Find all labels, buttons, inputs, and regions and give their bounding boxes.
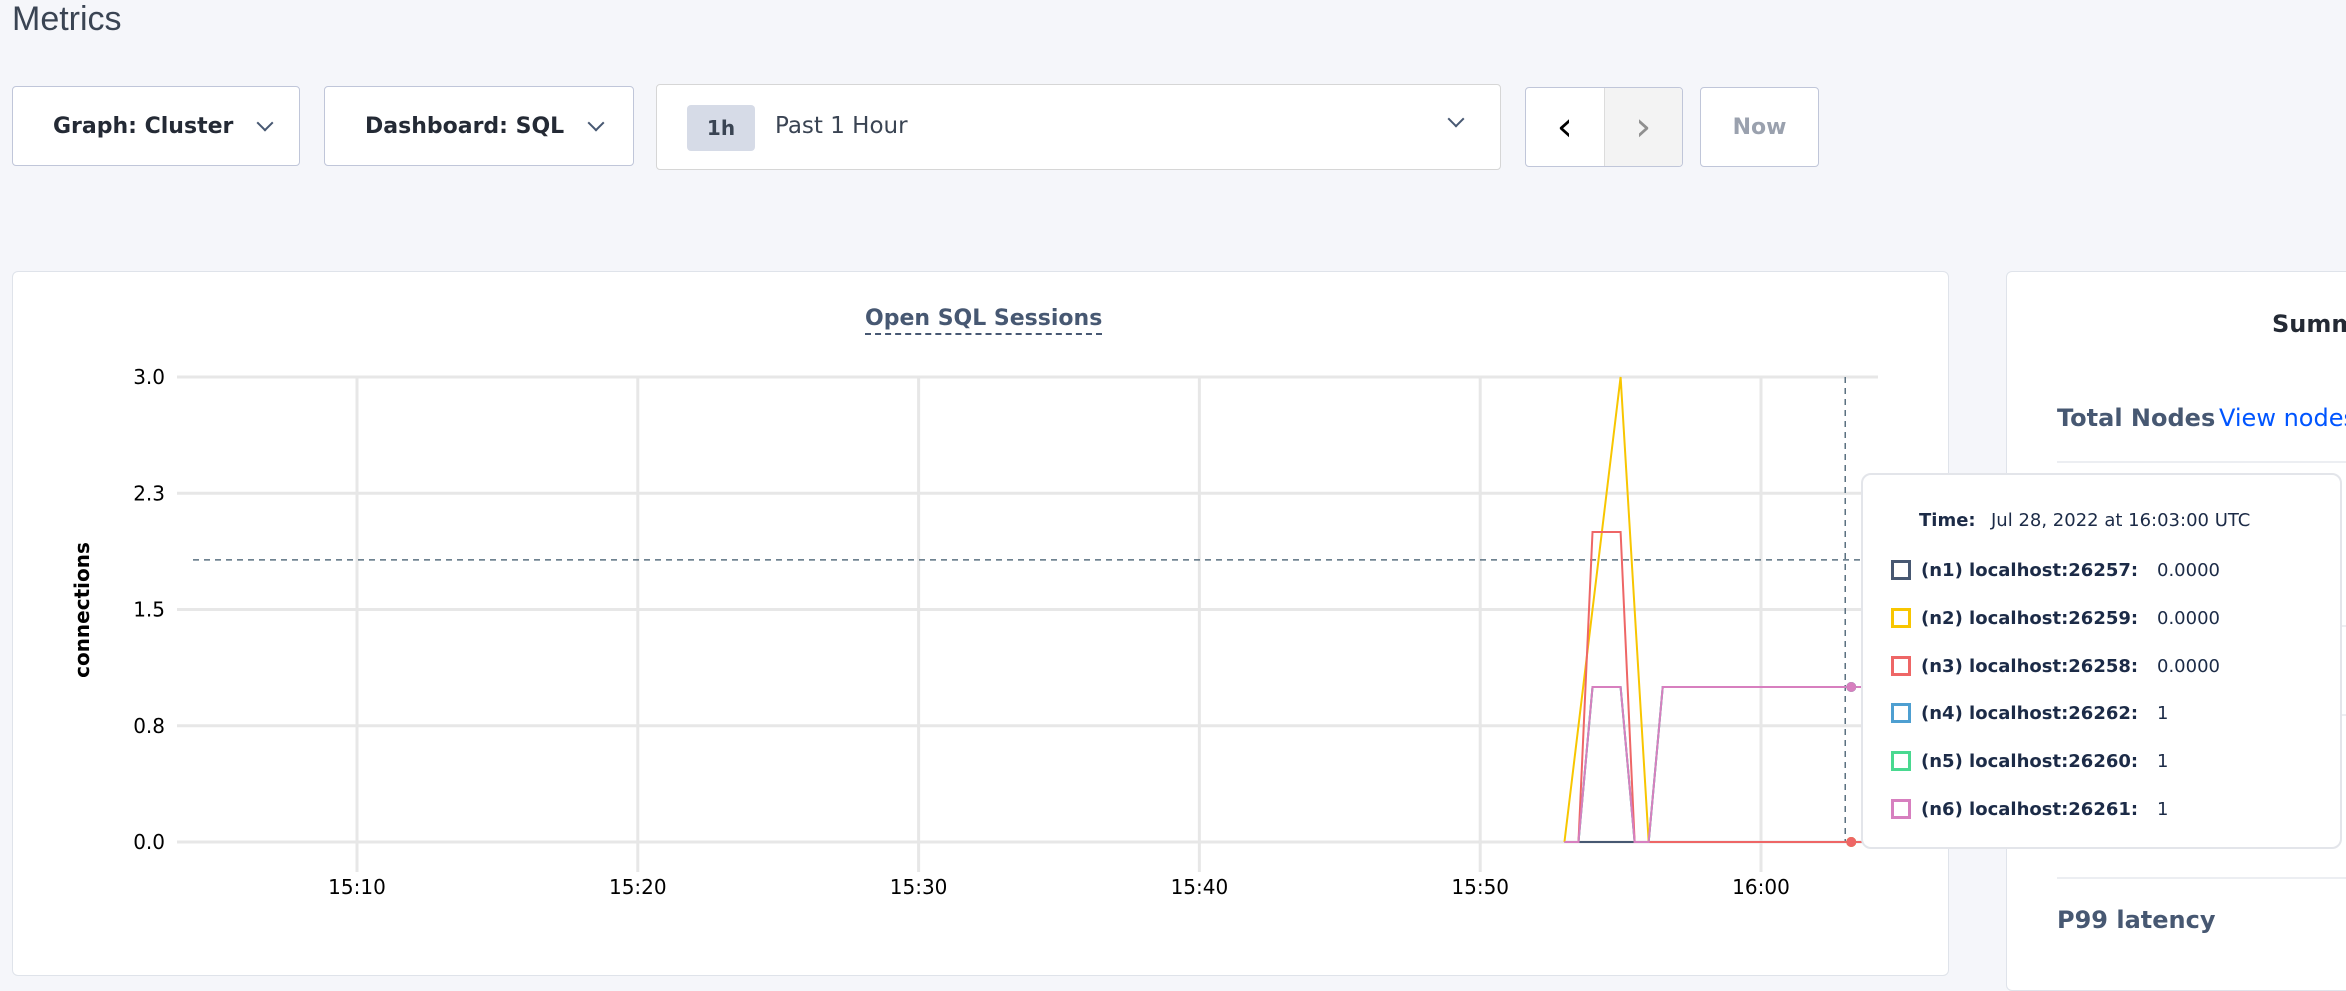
- tooltip-series-name: (n3) localhost:26258:: [1921, 655, 2139, 677]
- legend-swatch-icon: [1891, 751, 1911, 771]
- chevron-left-icon: ‹: [1556, 104, 1573, 150]
- chart-tooltip: Time: Jul 28, 2022 at 16:03:00 UTC (n1) …: [1861, 473, 2342, 849]
- tooltip-series-name: (n2) localhost:26259:: [1921, 607, 2139, 629]
- tooltip-series-name: (n4) localhost:26262:: [1921, 702, 2139, 724]
- tooltip-row: (n4) localhost:26262: 1: [1891, 701, 2168, 725]
- page-title: Metrics: [12, 0, 122, 38]
- dashboard-select-label: Dashboard: SQL: [365, 113, 565, 139]
- legend-swatch-icon: [1891, 656, 1911, 676]
- tooltip-series-value: 1: [2157, 750, 2169, 772]
- x-tick-label: 16:00: [1732, 875, 1790, 899]
- view-nodes-link[interactable]: View nodes: [2219, 404, 2346, 432]
- tooltip-time-label: Time:: [1919, 510, 1976, 531]
- previous-time-button[interactable]: ‹: [1526, 88, 1604, 166]
- y-tick-label: 0.0: [133, 830, 165, 854]
- total-nodes-label: Total Nodes: [2057, 404, 2216, 432]
- next-time-button[interactable]: ›: [1603, 88, 1682, 166]
- time-navigation: ‹ ›: [1525, 87, 1683, 167]
- tooltip-series-value: 0.0000: [2157, 655, 2220, 677]
- hover-point: [1846, 837, 1857, 847]
- x-tick-label: 15:10: [328, 875, 386, 899]
- time-range-select[interactable]: 1h Past 1 Hour: [656, 84, 1501, 170]
- chart[interactable]: 0.0 0.8 1.5 2.3 3.0 15:10 15:20 15:30 15:40 15:50…: [0, 0, 1948, 978]
- legend-swatch-icon: [1891, 608, 1911, 628]
- series-line: [1564, 686, 1864, 843]
- tooltip-row: (n1) localhost:26257: 0.0000: [1891, 558, 2220, 582]
- series-line: [1564, 686, 1864, 843]
- hover-point: [1846, 682, 1857, 692]
- tooltip-series-value: 1: [2157, 798, 2169, 820]
- tooltip-time-value: Jul 28, 2022 at 16:03:00 UTC: [1991, 510, 2251, 531]
- y-tick-label: 2.3: [133, 481, 165, 505]
- tooltip-series-value: 0.0000: [2157, 607, 2220, 629]
- graph-select[interactable]: Graph: Cluster: [12, 86, 300, 166]
- y-tick-label: 0.8: [133, 714, 165, 738]
- legend-swatch-icon: [1891, 703, 1911, 723]
- series-line: [1564, 686, 1864, 843]
- chart-panel: [12, 271, 1949, 976]
- y-tick-label: 1.5: [133, 598, 165, 622]
- x-tick-label: 15:30: [890, 875, 948, 899]
- divider: [2057, 461, 2346, 463]
- time-range-label: Past 1 Hour: [775, 113, 908, 139]
- tooltip-row: (n6) localhost:26261: 1: [1891, 797, 2168, 821]
- tooltip-row: (n5) localhost:26260: 1: [1891, 749, 2168, 773]
- y-tick-label: 3.0: [133, 365, 165, 389]
- tooltip-series-value: 1: [2157, 702, 2169, 724]
- tooltip-series-value: 0.0000: [2157, 559, 2220, 581]
- x-tick-label: 15:50: [1451, 875, 1509, 899]
- graph-select-label: Graph: Cluster: [53, 113, 234, 139]
- chevron-right-icon: ›: [1635, 104, 1652, 150]
- tooltip-row: (n2) localhost:26259: 0.0000: [1891, 606, 2220, 630]
- tooltip-row: (n3) localhost:26258: 0.0000: [1891, 654, 2220, 678]
- x-tick-label: 15:40: [1171, 875, 1229, 899]
- time-range-badge: 1h: [687, 105, 755, 151]
- tooltip-series-name: (n6) localhost:26261:: [1921, 798, 2139, 820]
- p99-latency-label: P99 latency: [2057, 906, 2216, 934]
- legend-swatch-icon: [1891, 560, 1911, 580]
- tooltip-series-name: (n5) localhost:26260:: [1921, 750, 2139, 772]
- legend-swatch-icon: [1891, 799, 1911, 819]
- divider: [2057, 877, 2346, 879]
- now-button[interactable]: Now: [1700, 87, 1819, 167]
- tooltip-series-name: (n1) localhost:26257:: [1921, 559, 2139, 581]
- dashboard-select[interactable]: Dashboard: SQL: [324, 86, 634, 166]
- chart-title[interactable]: Open SQL Sessions: [865, 306, 1103, 335]
- x-tick-label: 15:20: [609, 875, 667, 899]
- summary-title: Summ: [2272, 310, 2346, 338]
